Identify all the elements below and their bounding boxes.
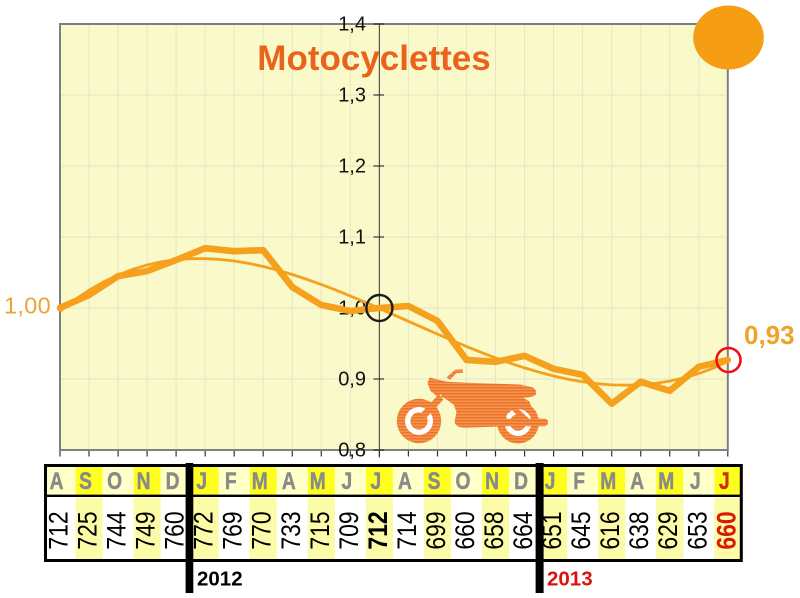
- svg-text:J: J: [371, 467, 382, 495]
- svg-text:772: 772: [189, 511, 219, 549]
- svg-text:1,3: 1,3: [338, 85, 366, 107]
- svg-text:A: A: [282, 467, 296, 495]
- svg-text:660: 660: [450, 511, 480, 549]
- svg-text:1,2: 1,2: [338, 156, 366, 178]
- svg-text:638: 638: [624, 511, 654, 549]
- svg-text:629: 629: [653, 511, 683, 549]
- svg-text:0,9: 0,9: [338, 369, 366, 391]
- svg-text:760: 760: [160, 511, 190, 549]
- svg-text:664: 664: [508, 511, 538, 549]
- svg-text:1,1: 1,1: [338, 227, 366, 249]
- svg-text:0,93: 0,93: [744, 320, 795, 350]
- svg-text:S: S: [428, 467, 441, 495]
- svg-text:725: 725: [73, 511, 103, 549]
- svg-text:M: M: [252, 467, 268, 495]
- svg-text:M: M: [658, 467, 674, 495]
- svg-text:616: 616: [595, 511, 625, 549]
- svg-text:F: F: [225, 467, 237, 495]
- svg-text:744: 744: [102, 511, 132, 549]
- svg-text:N: N: [485, 467, 499, 495]
- svg-text:1,4: 1,4: [338, 14, 366, 36]
- svg-text:A: A: [50, 467, 64, 495]
- svg-text:M: M: [600, 467, 616, 495]
- svg-text:2012: 2012: [197, 568, 243, 591]
- svg-text:J: J: [341, 467, 352, 495]
- svg-text:Motocyclettes: Motocyclettes: [257, 39, 490, 78]
- svg-text:712: 712: [363, 511, 393, 549]
- svg-text:O: O: [107, 467, 122, 495]
- svg-text:733: 733: [276, 511, 306, 549]
- svg-text:O: O: [456, 467, 471, 495]
- svg-text:A: A: [398, 467, 412, 495]
- svg-text:769: 769: [218, 511, 248, 549]
- svg-text:J: J: [196, 467, 207, 495]
- svg-text:712: 712: [44, 511, 74, 549]
- svg-text:M: M: [310, 467, 326, 495]
- svg-text:749: 749: [131, 511, 161, 549]
- svg-text:N: N: [137, 467, 151, 495]
- svg-text:J: J: [545, 467, 556, 495]
- svg-text:770: 770: [247, 511, 277, 549]
- svg-text:1,00: 1,00: [4, 293, 51, 319]
- svg-text:A: A: [630, 467, 644, 495]
- svg-text:645: 645: [566, 511, 596, 549]
- svg-text:2013: 2013: [547, 568, 593, 591]
- svg-text:699: 699: [421, 511, 451, 549]
- svg-text:0,8: 0,8: [338, 440, 366, 462]
- svg-text:J: J: [719, 467, 730, 495]
- svg-text:658: 658: [479, 511, 509, 549]
- svg-text:660: 660: [712, 511, 742, 549]
- svg-text:653: 653: [683, 511, 713, 549]
- svg-text:715: 715: [305, 511, 335, 549]
- svg-text:714: 714: [392, 511, 422, 549]
- svg-text:709: 709: [334, 511, 364, 549]
- svg-text:D: D: [166, 467, 180, 495]
- svg-text:F: F: [573, 467, 585, 495]
- svg-text:S: S: [79, 467, 92, 495]
- svg-text:D: D: [514, 467, 528, 495]
- svg-text:J: J: [690, 467, 701, 495]
